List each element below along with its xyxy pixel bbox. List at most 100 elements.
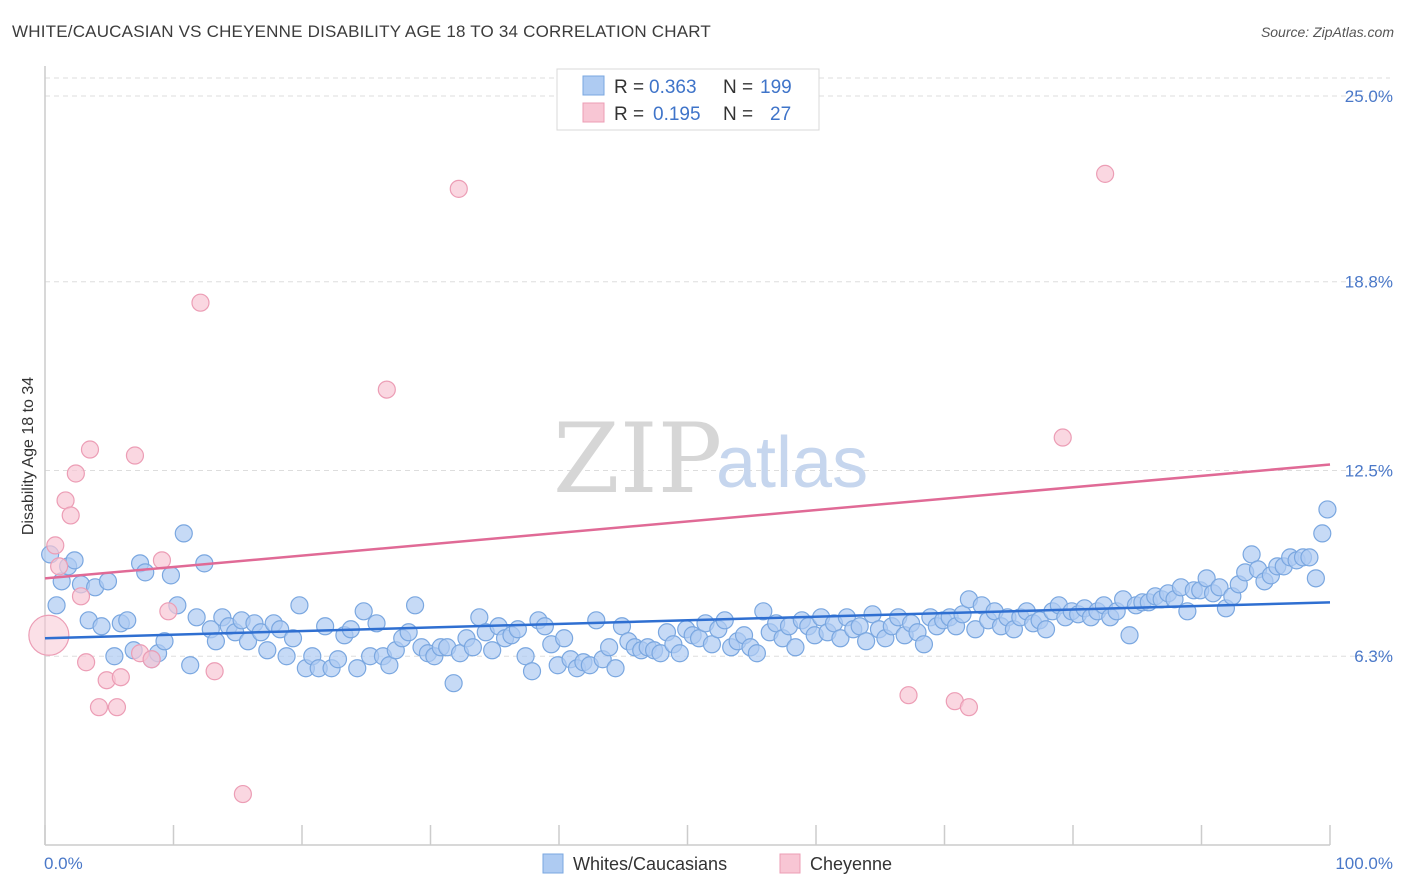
point-white-53 (380, 656, 399, 675)
point-white-168 (1120, 626, 1139, 645)
legend-r-label-cheyenne: R = (614, 104, 644, 125)
point-white-80 (555, 629, 574, 648)
point-white-136 (914, 635, 934, 654)
y-tick-label-3: 25.0% (1345, 87, 1393, 106)
point-white-127 (857, 632, 876, 651)
point-white-87 (600, 638, 619, 657)
point-white-15 (136, 563, 155, 582)
point-white-187 (1242, 545, 1261, 564)
legend-n-value-cheyenne: 27 (770, 104, 791, 125)
legend-box: R = 0.363 N = 199 R = 0.195 N = 27 (556, 68, 820, 131)
point-white-95 (651, 644, 670, 663)
point-white-98 (670, 644, 689, 663)
point-white-144 (966, 620, 985, 639)
point-white-199 (1318, 500, 1337, 519)
grid-lines (45, 77, 1390, 657)
point-white-45 (328, 650, 348, 669)
point-white-12 (118, 611, 137, 630)
point-white-73 (508, 620, 527, 639)
legend-r-value-cheyenne: 0.195 (653, 104, 701, 125)
point-white-4 (65, 551, 84, 570)
point-white-51 (367, 614, 386, 633)
point-cheyenne-23 (899, 686, 918, 705)
y-tick-labels: 6.3% 12.5% 18.8% 25.0% (1345, 87, 1393, 666)
point-white-180 (1197, 569, 1216, 588)
point-cheyenne-9 (89, 698, 109, 717)
point-white-43 (316, 617, 335, 636)
point-white-18 (155, 632, 174, 651)
legend-swatch-cheyenne (582, 102, 605, 123)
point-white-75 (522, 662, 542, 681)
y-tick-label-2: 18.8% (1345, 273, 1393, 292)
bottom-legend-label-white: Whites/Caucasians (573, 854, 727, 874)
point-cheyenne-19 (205, 662, 224, 681)
x-tick-label-0: 0.0% (44, 854, 83, 873)
watermark-atlas: atlas (716, 423, 868, 503)
legend-n-label-cheyenne: N = (723, 104, 753, 125)
point-white-38 (283, 629, 303, 648)
point-white-21 (174, 524, 193, 543)
point-cheyenne-26 (1053, 428, 1072, 447)
legend-r-label-white: R = (614, 77, 644, 98)
y-tick-label-1: 12.5% (1345, 461, 1393, 480)
point-white-66 (463, 638, 483, 657)
x-tick-label-1: 100.0% (1335, 854, 1393, 873)
point-white-69 (483, 641, 502, 660)
point-cheyenne-5 (66, 464, 85, 483)
point-white-77 (535, 617, 554, 636)
point-white-123 (831, 629, 850, 648)
point-white-63 (444, 674, 463, 693)
point-cheyenne-15 (142, 650, 161, 669)
point-cheyenne-4 (61, 506, 80, 525)
point-white-23 (187, 608, 206, 627)
point-white-111 (754, 602, 773, 621)
point-white-36 (271, 620, 290, 639)
point-cheyenne-17 (159, 602, 178, 621)
point-white-9 (98, 572, 118, 591)
point-white-88 (606, 659, 625, 678)
point-cheyenne-25 (959, 698, 979, 717)
point-cheyenne-11 (107, 698, 127, 717)
bottom-legend-swatch-cheyenne (779, 853, 801, 874)
point-white-110 (747, 644, 766, 663)
point-white-1 (47, 596, 66, 615)
point-white-49 (354, 602, 373, 621)
point-white-85 (587, 611, 606, 630)
point-cheyenne-12 (111, 668, 130, 687)
point-white-74 (516, 647, 535, 666)
point-cheyenne-21 (377, 380, 396, 399)
point-cheyenne-0 (28, 614, 70, 656)
trend-line-white (44, 601, 1331, 640)
y-axis-label: Disability Age 18 to 34 (20, 377, 37, 535)
point-white-57 (405, 596, 425, 615)
axes (44, 66, 1331, 846)
point-white-126 (850, 617, 869, 636)
bottom-legend-swatch-white (542, 853, 564, 874)
bottom-legend: Whites/Caucasians Cheyenne (542, 853, 892, 874)
point-white-26 (206, 632, 226, 651)
point-white-116 (786, 638, 805, 657)
point-white-196 (1300, 548, 1319, 567)
trend-line-cheyenne (44, 463, 1331, 580)
point-cheyenne-2 (50, 557, 69, 576)
bottom-legend-label-cheyenne: Cheyenne (810, 854, 892, 874)
point-cheyenne-18 (191, 293, 210, 312)
point-cheyenne-20 (233, 784, 252, 804)
point-white-103 (702, 635, 722, 654)
x-tick-labels: 0.0% 100.0% (44, 854, 1393, 873)
point-white-39 (290, 596, 309, 615)
trend-lines (44, 463, 1331, 640)
point-white-37 (277, 647, 296, 666)
point-white-10 (105, 647, 124, 666)
point-white-48 (348, 659, 367, 678)
point-white-197 (1306, 569, 1325, 588)
point-white-155 (1036, 620, 1056, 639)
point-cheyenne-6 (71, 587, 91, 606)
point-white-142 (953, 605, 972, 624)
series-white-points (41, 500, 1337, 693)
source-label: Source: ZipAtlas.com (1260, 24, 1394, 40)
chart-title: WHITE/CAUCASIAN VS CHEYENNE DISABILITY A… (12, 22, 712, 41)
point-cheyenne-13 (125, 446, 145, 465)
point-white-22 (181, 656, 200, 675)
